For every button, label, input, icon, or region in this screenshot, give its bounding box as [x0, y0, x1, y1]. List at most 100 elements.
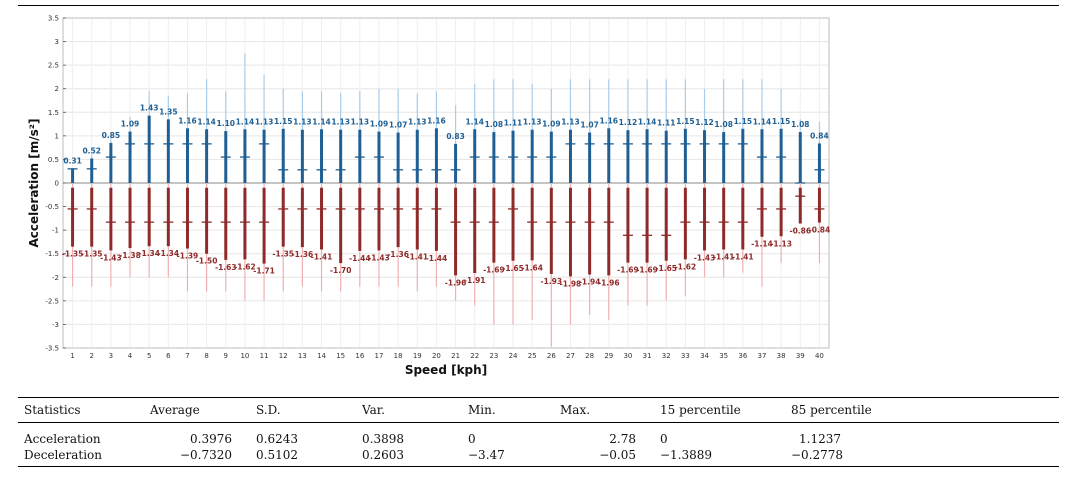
- deceleration-data-label: -1.36: [292, 250, 314, 259]
- x-tick-label: 35: [719, 352, 728, 360]
- x-tick-label: 21: [451, 352, 460, 360]
- x-tick-label: 2: [89, 352, 93, 360]
- deceleration-data-label: -1.71: [253, 267, 275, 276]
- y-axis-title: Acceleration [m/s²]: [27, 119, 41, 248]
- x-tick-label: 16: [355, 352, 364, 360]
- deceleration-data-label: -1.69: [617, 266, 639, 275]
- deceleration-data-label: -1.41: [732, 252, 754, 261]
- cell-var: 0.2603: [356, 447, 462, 467]
- x-tick-label: 40: [815, 352, 824, 360]
- deceleration-data-label: -1.35: [62, 250, 84, 259]
- x-tick-label: 25: [528, 352, 537, 360]
- header-sd: S.D.: [250, 397, 356, 423]
- table-row-deceleration: Deceleration −0.7320 0.5102 0.2603 −3.47…: [18, 447, 1059, 467]
- deceleration-data-label: -1.91: [464, 276, 486, 285]
- deceleration-data-label: -0.86: [789, 227, 811, 236]
- y-tick-label: -0.5: [45, 203, 59, 211]
- x-tick-label: 30: [623, 352, 632, 360]
- deceleration-data-label: -1.64: [521, 263, 543, 272]
- acceleration-data-label: 1.13: [293, 118, 312, 127]
- header-max: Max.: [554, 397, 654, 423]
- acceleration-data-label: 0.83: [446, 132, 465, 141]
- acceleration-data-label: 1.12: [619, 118, 638, 127]
- acceleration-data-label: 0.84: [810, 131, 829, 140]
- deceleration-data-label: -0.84: [809, 226, 831, 235]
- cell-label: Acceleration: [24, 432, 101, 446]
- deceleration-data-label: -1.14: [751, 240, 773, 249]
- x-axis-title: Speed [kph]: [405, 363, 487, 377]
- deceleration-data-label: -1.34: [158, 249, 180, 258]
- cell-max: 2.78: [609, 432, 636, 446]
- deceleration-data-label: -1.44: [426, 254, 448, 263]
- y-tick-label: 2: [55, 85, 59, 93]
- x-tick-label: 5: [147, 352, 151, 360]
- acceleration-data-label: 1.11: [657, 119, 676, 128]
- top-rule: [18, 5, 1059, 6]
- acceleration-data-label: 1.13: [561, 118, 580, 127]
- x-tick-label: 32: [662, 352, 671, 360]
- x-tick-label: 39: [796, 352, 805, 360]
- y-tick-label: 3: [55, 38, 59, 46]
- x-tick-label: 11: [260, 352, 269, 360]
- y-tick-label: -3.5: [45, 345, 59, 353]
- x-tick-label: 34: [700, 352, 709, 360]
- deceleration-data-label: -1.96: [445, 278, 467, 287]
- acceleration-data-label: 1.13: [351, 118, 370, 127]
- acceleration-data-label: 1.43: [140, 104, 159, 113]
- deceleration-data-label: -1.36: [387, 250, 409, 259]
- acceleration-data-label: 1.08: [791, 120, 810, 129]
- cell-label: Deceleration: [18, 447, 144, 467]
- cell-p15: −1.3889: [654, 447, 785, 467]
- deceleration-data-label: -1.35: [81, 250, 103, 259]
- deceleration-data-label: -1.38: [119, 251, 141, 260]
- deceleration-data-label: -1.41: [713, 252, 735, 261]
- cell-min: −3.47: [462, 447, 554, 467]
- deceleration-data-label: -1.50: [196, 257, 218, 266]
- acceleration-data-label: 1.14: [753, 117, 772, 126]
- acceleration-data-label: 1.15: [274, 117, 293, 126]
- x-tick-label: 10: [240, 352, 249, 360]
- acceleration-data-label: 1.07: [580, 121, 599, 130]
- table-header-row: Statistics Average S.D. Var. Min. Max. 1…: [18, 397, 1059, 423]
- x-tick-label: 20: [432, 352, 441, 360]
- acceleration-data-label: 1.09: [370, 120, 389, 129]
- x-tick-label: 31: [643, 352, 652, 360]
- acceleration-data-label: 1.10: [217, 119, 236, 128]
- deceleration-data-label: -1.62: [675, 262, 697, 271]
- deceleration-data-label: -1.13: [770, 239, 792, 248]
- header-var: Var.: [356, 397, 462, 423]
- y-tick-label: -2.5: [45, 297, 59, 305]
- acceleration-data-label: 1.35: [159, 107, 178, 116]
- y-tick-label: -2: [52, 274, 59, 282]
- x-tick-label: 13: [298, 352, 307, 360]
- x-tick-label: 36: [738, 352, 747, 360]
- cell-average: −0.7320: [144, 447, 250, 467]
- chart-svg: 3.532.521.510.50-0.5-1-1.5-2-2.5-3-3.51 2…: [27, 15, 831, 378]
- deceleration-data-label: -1.65: [655, 264, 677, 273]
- x-tick-label: 27: [566, 352, 575, 360]
- acceleration-data-label: 1.14: [638, 117, 657, 126]
- y-tick-label: 1.5: [48, 109, 59, 117]
- cell-p15: 0: [660, 432, 668, 446]
- x-tick-label: 37: [758, 352, 767, 360]
- x-tick-label: 4: [128, 352, 133, 360]
- header-85-percentile: 85 percentile: [785, 397, 1059, 423]
- x-tick-label: 23: [489, 352, 498, 360]
- deceleration-data-label: -1.41: [311, 252, 333, 261]
- acceleration-data-label: 1.16: [427, 116, 446, 125]
- deceleration-data-label: -1.43: [100, 253, 122, 262]
- deceleration-data-label: -1.43: [368, 253, 390, 262]
- x-tick-label: 9: [224, 352, 228, 360]
- deceleration-data-label: -1.35: [272, 250, 294, 259]
- deceleration-data-label: -1.93: [541, 277, 563, 286]
- cell-min: 0: [468, 432, 476, 446]
- x-tick-label: 14: [317, 352, 326, 360]
- acceleration-data-label: 1.16: [600, 116, 619, 125]
- acceleration-data-label: 1.12: [695, 118, 714, 127]
- cell-sd: 0.5102: [250, 447, 356, 467]
- y-tick-label: 3.5: [48, 15, 59, 23]
- chart-figure: 3.5 3 2.5 2 1.5 1 0.5 0 -0.5 -1 -1.5 -2 -2.5 -3 -3.5 1 2…: [18, 8, 1059, 388]
- y-tick-label: -1: [52, 227, 59, 235]
- deceleration-data-label: -1.70: [330, 266, 352, 275]
- x-tick-label: 18: [394, 352, 403, 360]
